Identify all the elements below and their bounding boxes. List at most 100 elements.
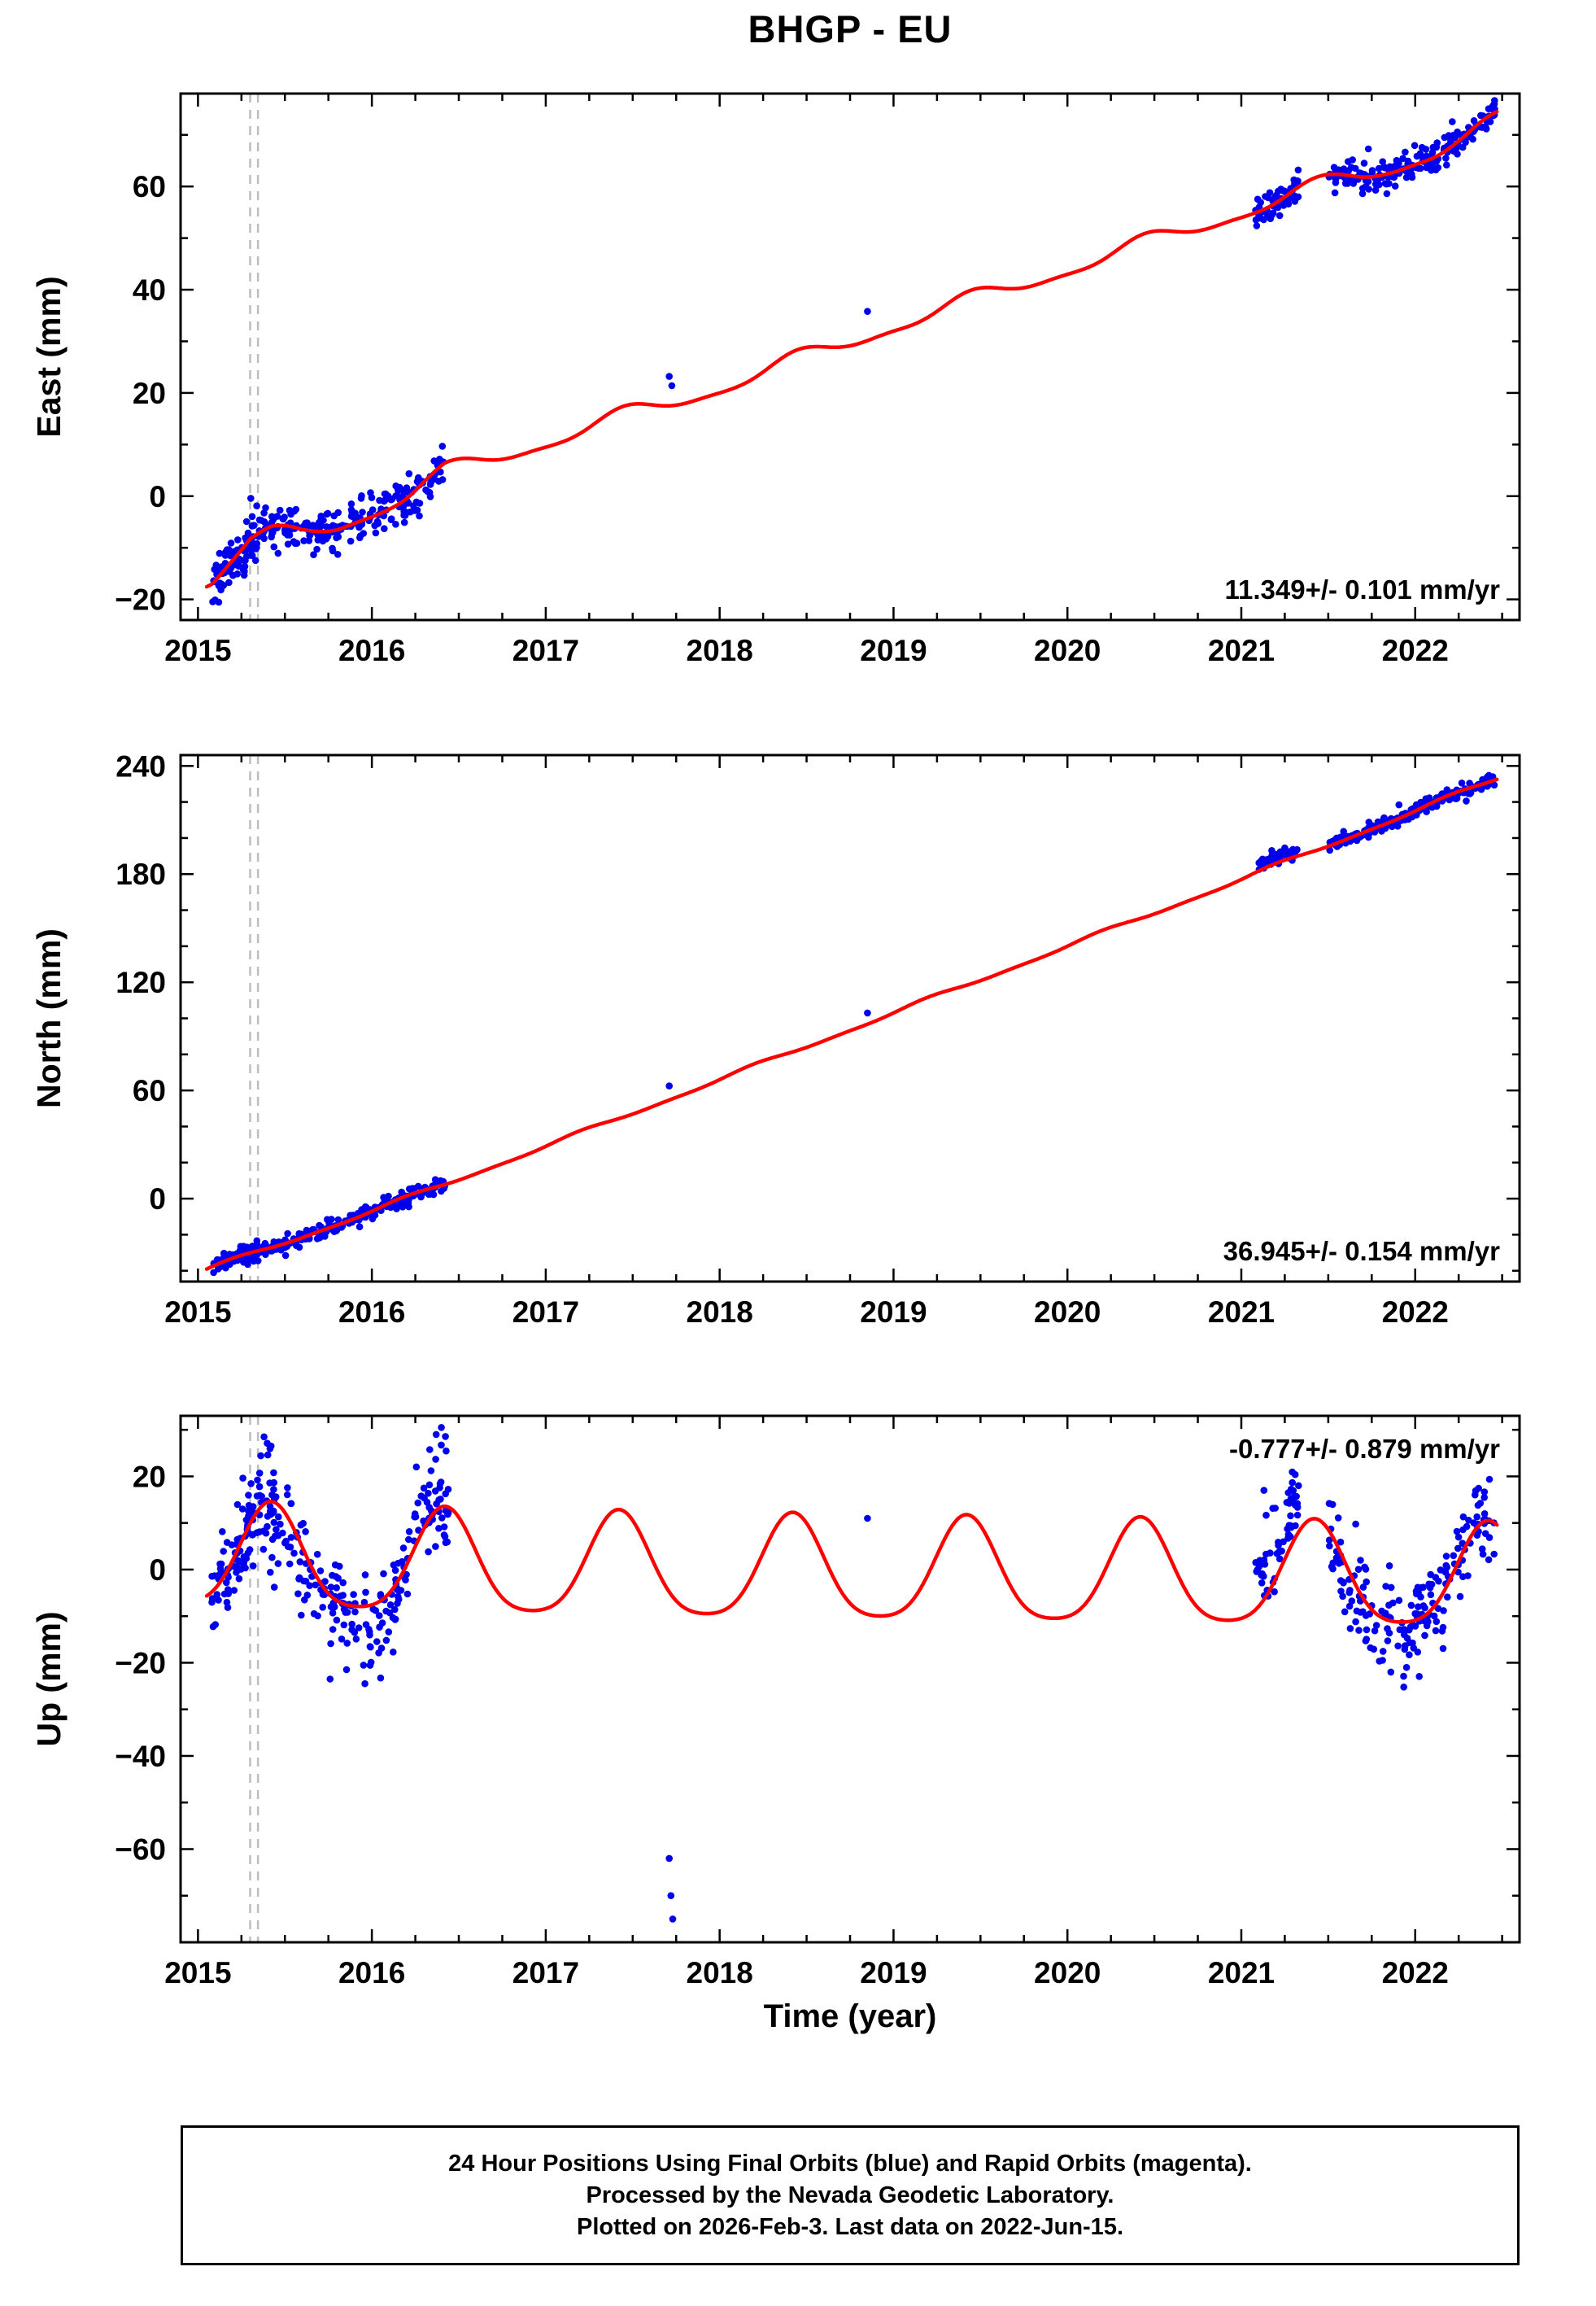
- data-point: [222, 548, 229, 556]
- data-point: [332, 1573, 340, 1580]
- tick-marks: [181, 94, 1520, 620]
- data-point: [1371, 1627, 1379, 1635]
- data-point: [1286, 1533, 1294, 1540]
- data-point: [385, 1628, 393, 1636]
- data-point: [425, 1190, 433, 1199]
- data-point: [355, 1624, 363, 1631]
- data-point: [294, 1590, 302, 1597]
- data-point: [1400, 1626, 1408, 1633]
- data-point: [1395, 801, 1403, 809]
- data-point: [318, 535, 326, 544]
- data-point: [238, 557, 246, 564]
- outlier-point: [1387, 1668, 1395, 1676]
- data-point: [1285, 1500, 1293, 1507]
- x-tick-label: 2018: [687, 634, 753, 667]
- y-tick-label: 20: [133, 1460, 166, 1493]
- data-point: [1406, 1651, 1413, 1658]
- data-point: [1362, 1566, 1370, 1573]
- data-point: [244, 1260, 251, 1269]
- data-point: [1428, 162, 1436, 169]
- data-point: [225, 1590, 233, 1597]
- data-point: [438, 443, 447, 450]
- data-point: [411, 1513, 418, 1521]
- data-point: [327, 1640, 334, 1648]
- data-point: [1481, 123, 1489, 130]
- data-point: [360, 1598, 368, 1606]
- data-point: [391, 1616, 399, 1623]
- x-tick-label: 2019: [860, 1295, 927, 1329]
- data-point: [381, 525, 388, 532]
- data-point: [1258, 1570, 1266, 1578]
- data-point: [414, 1182, 422, 1190]
- data-point: [1423, 808, 1430, 815]
- data-point: [253, 1237, 261, 1245]
- data-point: [302, 1577, 310, 1585]
- data-point: [1421, 1631, 1428, 1640]
- data-point: [1275, 212, 1284, 220]
- data-point: [352, 1636, 360, 1643]
- data-point: [270, 1583, 278, 1591]
- data-point: [233, 1569, 240, 1576]
- data-point: [229, 571, 237, 579]
- data-point: [442, 1433, 449, 1440]
- data-point: [348, 1620, 356, 1628]
- data-point: [1267, 1549, 1274, 1557]
- y-tick-label: 20: [133, 377, 166, 410]
- outlier-point: [864, 1514, 871, 1522]
- data-point: [252, 545, 260, 552]
- data-point: [1394, 1642, 1402, 1650]
- data-point: [1481, 1530, 1489, 1537]
- data-point: [1456, 1592, 1464, 1601]
- caption-box: 24 Hour Positions Using Final Orbits (bl…: [181, 2125, 1520, 2265]
- outlier-point: [665, 373, 673, 380]
- data-point: [1275, 1555, 1284, 1563]
- data-point: [427, 1467, 435, 1474]
- outlier-point: [669, 1915, 677, 1923]
- data-point: [1268, 847, 1275, 854]
- data-point: [355, 1223, 364, 1230]
- data-point: [1463, 797, 1470, 805]
- data-point: [287, 1500, 295, 1508]
- data-point: [266, 1479, 273, 1487]
- data-point: [249, 1562, 257, 1570]
- data-point: [390, 1561, 398, 1569]
- data-point: [1432, 802, 1441, 810]
- data-point: [1390, 173, 1398, 181]
- data-point: [444, 1510, 451, 1518]
- data-point: [1385, 1601, 1393, 1609]
- data-point: [351, 1608, 359, 1616]
- data-point: [359, 509, 366, 516]
- data-point: [1427, 1591, 1435, 1599]
- data-point: [422, 486, 430, 494]
- y-tick-label: 0: [149, 480, 166, 513]
- data-point: [1383, 190, 1391, 198]
- data-point: [1281, 847, 1289, 854]
- outlier-point: [260, 1433, 268, 1441]
- y-tick-label: 180: [116, 858, 166, 891]
- data-point: [380, 497, 388, 505]
- data-point: [1293, 1504, 1302, 1511]
- outlier-point: [361, 1679, 368, 1688]
- data-point: [438, 1441, 445, 1449]
- y-tick-label: 60: [133, 1074, 166, 1107]
- data-point: [223, 1598, 231, 1606]
- data-point: [437, 1478, 445, 1486]
- caption-line-3: Plotted on 2026-Feb-3. Last data on 2022…: [577, 2213, 1123, 2240]
- data-point: [406, 1185, 413, 1193]
- x-tick-label: 2015: [164, 1956, 231, 1989]
- x-tick-label: 2020: [1034, 1295, 1101, 1329]
- data-point: [425, 1504, 433, 1511]
- data-point: [1432, 1618, 1441, 1626]
- data-point: [336, 1562, 343, 1570]
- data-point: [372, 529, 380, 537]
- data-point: [220, 1251, 229, 1260]
- data-point: [290, 1549, 298, 1557]
- data-point: [245, 1491, 252, 1499]
- data-point: [425, 1481, 434, 1489]
- data-point: [1422, 146, 1430, 153]
- data-point: [274, 1560, 282, 1567]
- data-point: [329, 1609, 337, 1617]
- data-point: [310, 551, 317, 558]
- data-point: [1472, 1491, 1479, 1499]
- data-point: [1254, 1566, 1262, 1574]
